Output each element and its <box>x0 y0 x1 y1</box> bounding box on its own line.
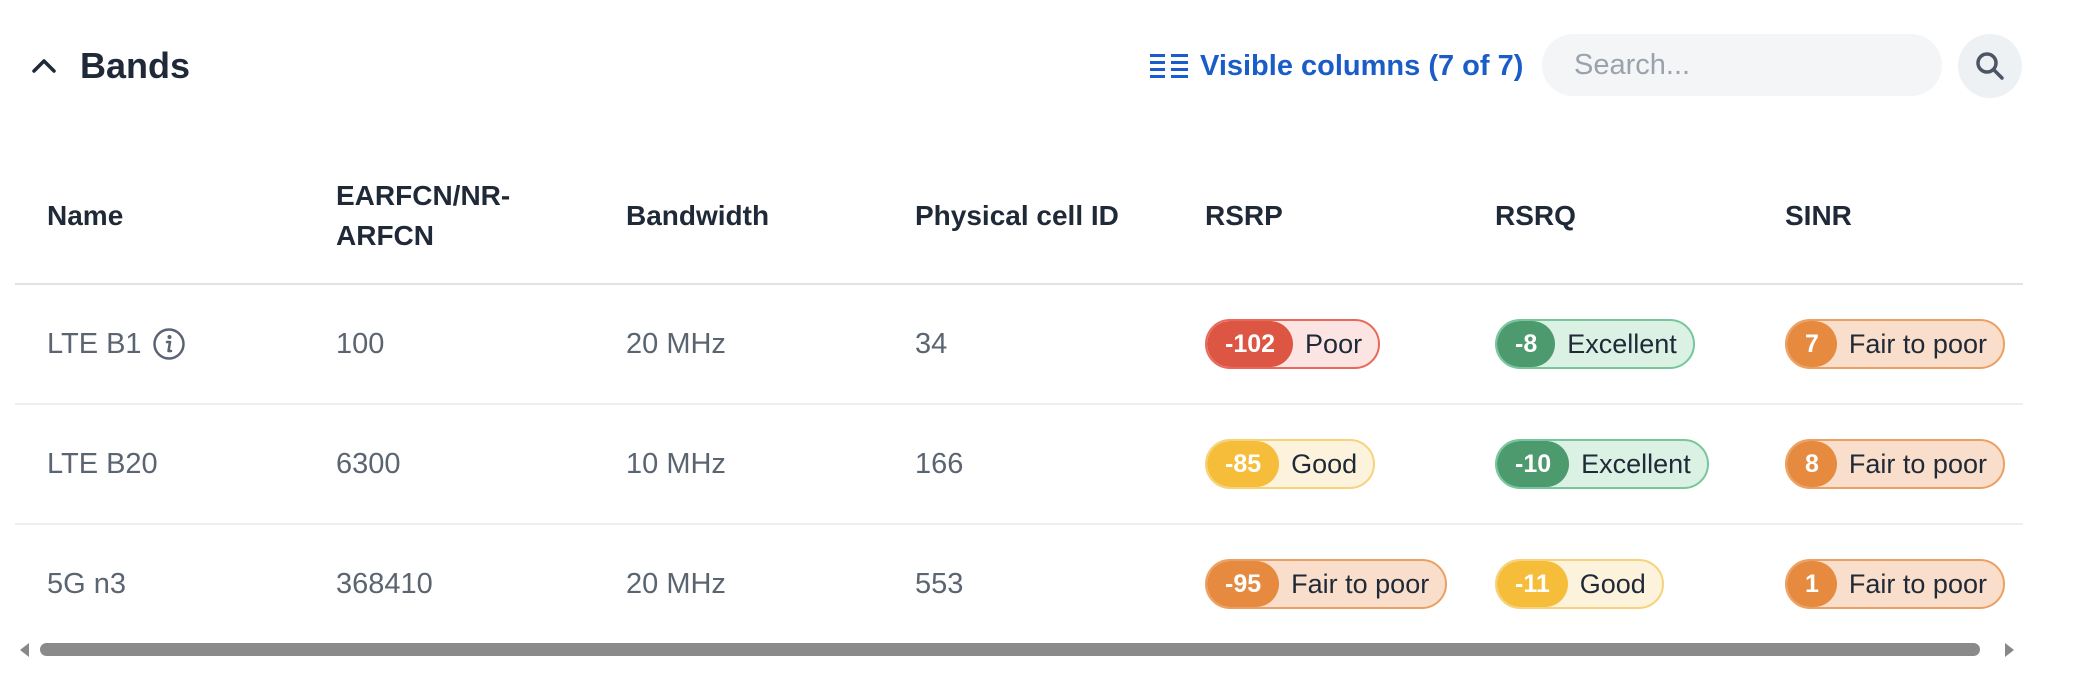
physical-cell-id-cell: 166 <box>915 447 964 480</box>
collapse-section-button[interactable] <box>26 48 62 84</box>
horizontal-scrollbar[interactable] <box>15 638 2014 662</box>
column-header-bandwidth[interactable]: Bandwidth <box>626 199 770 231</box>
table-row: LTE B1 100 20 MHz 34 -102 Poor -8 Excell… <box>15 285 2023 405</box>
rsrp-label: Poor <box>1305 328 1363 359</box>
sinr-status-badge: 8 Fair to poor <box>1785 439 2005 489</box>
rsrp-status-badge: -102 Poor <box>1205 319 1381 369</box>
rsrq-label: Excellent <box>1581 448 1691 479</box>
column-header-rsrp[interactable]: RSRP <box>1205 199 1283 231</box>
rsrp-label: Good <box>1291 448 1358 479</box>
columns-list-icon <box>1150 54 1188 78</box>
rsrp-value: -85 <box>1207 441 1280 487</box>
sinr-value: 7 <box>1787 321 1837 367</box>
column-header-name[interactable]: Name <box>47 199 124 231</box>
rsrp-status-badge: -85 Good <box>1205 439 1376 489</box>
earfcn-cell: 368410 <box>336 567 433 600</box>
rsrq-cell: -11 Good <box>1495 525 1664 643</box>
rsrp-status-badge: -95 Fair to poor <box>1205 559 1448 609</box>
column-header-physical-cell-id[interactable]: Physical cell ID <box>915 199 1119 231</box>
band-name: LTE B20 <box>47 447 158 480</box>
table-header: Name EARFCN/NR-ARFCN Bandwidth Physical … <box>15 148 2023 285</box>
rsrq-status-badge: -11 Good <box>1495 559 1664 609</box>
rsrp-value: -102 <box>1207 321 1294 367</box>
sinr-label: Fair to poor <box>1848 568 1987 599</box>
rsrq-status-badge: -8 Excellent <box>1495 319 1695 369</box>
band-name-cell: LTE B1 <box>47 285 186 403</box>
table-row: LTE B20 6300 10 MHz 166 -85 Good -10 Exc… <box>15 405 2023 525</box>
band-name: LTE B1 <box>47 327 142 360</box>
rsrq-status-badge: -10 Excellent <box>1495 439 1709 489</box>
scrollbar-thumb[interactable] <box>40 643 1980 656</box>
rsrp-cell: -95 Fair to poor <box>1205 525 1448 643</box>
section-header: Bands Visible columns (7 of 7) <box>0 0 2090 130</box>
sinr-cell: 7 Fair to poor <box>1785 285 2005 403</box>
rsrq-value: -10 <box>1497 441 1570 487</box>
earfcn-cell: 6300 <box>336 447 401 480</box>
bandwidth-cell: 20 MHz <box>626 567 726 600</box>
rsrq-label: Excellent <box>1567 328 1677 359</box>
sinr-cell: 8 Fair to poor <box>1785 405 2005 523</box>
band-name-cell: LTE B20 <box>47 405 158 523</box>
band-name-cell: 5G n3 <box>47 525 126 643</box>
sinr-status-badge: 7 Fair to poor <box>1785 319 2005 369</box>
sinr-cell: 1 Fair to poor <box>1785 525 2005 643</box>
physical-cell-id-cell: 553 <box>915 567 964 600</box>
bands-table: Name EARFCN/NR-ARFCN Bandwidth Physical … <box>15 148 2023 643</box>
bandwidth-cell: 20 MHz <box>626 327 726 360</box>
rsrq-cell: -8 Excellent <box>1495 285 1695 403</box>
column-header-sinr[interactable]: SINR <box>1785 199 1852 231</box>
section-title: Bands <box>80 45 191 86</box>
column-header-earfcn[interactable]: EARFCN/NR-ARFCN <box>336 179 511 251</box>
rsrq-value: -11 <box>1497 561 1568 607</box>
scroll-right-arrow-icon[interactable] <box>2005 643 2014 657</box>
scroll-left-arrow-icon[interactable] <box>20 643 29 657</box>
rsrp-label: Fair to poor <box>1291 568 1430 599</box>
visible-columns-label: Visible columns (7 of 7) <box>1200 49 1524 82</box>
search-input[interactable] <box>1542 34 1942 96</box>
physical-cell-id-cell: 34 <box>915 327 948 360</box>
sinr-value: 8 <box>1787 441 1837 487</box>
info-icon[interactable] <box>152 327 186 361</box>
chevron-up-icon <box>32 59 56 73</box>
bandwidth-cell: 10 MHz <box>626 447 726 480</box>
table-row: 5G n3 368410 20 MHz 553 -95 Fair to poor… <box>15 525 2023 643</box>
sinr-status-badge: 1 Fair to poor <box>1785 559 2005 609</box>
rsrp-cell: -102 Poor <box>1205 285 1381 403</box>
search-button[interactable] <box>1958 34 2022 98</box>
sinr-label: Fair to poor <box>1848 448 1987 479</box>
sinr-label: Fair to poor <box>1848 328 1987 359</box>
rsrq-label: Good <box>1579 568 1646 599</box>
column-header-rsrq[interactable]: RSRQ <box>1495 199 1576 231</box>
rsrq-value: -8 <box>1497 321 1556 367</box>
rsrp-cell: -85 Good <box>1205 405 1376 523</box>
rsrp-value: -95 <box>1207 561 1280 607</box>
sinr-value: 1 <box>1787 561 1837 607</box>
search-icon <box>1976 52 2004 80</box>
visible-columns-button[interactable]: Visible columns (7 of 7) <box>1150 44 1523 88</box>
rsrq-cell: -10 Excellent <box>1495 405 1709 523</box>
earfcn-cell: 100 <box>336 327 385 360</box>
band-name: 5G n3 <box>47 567 126 600</box>
